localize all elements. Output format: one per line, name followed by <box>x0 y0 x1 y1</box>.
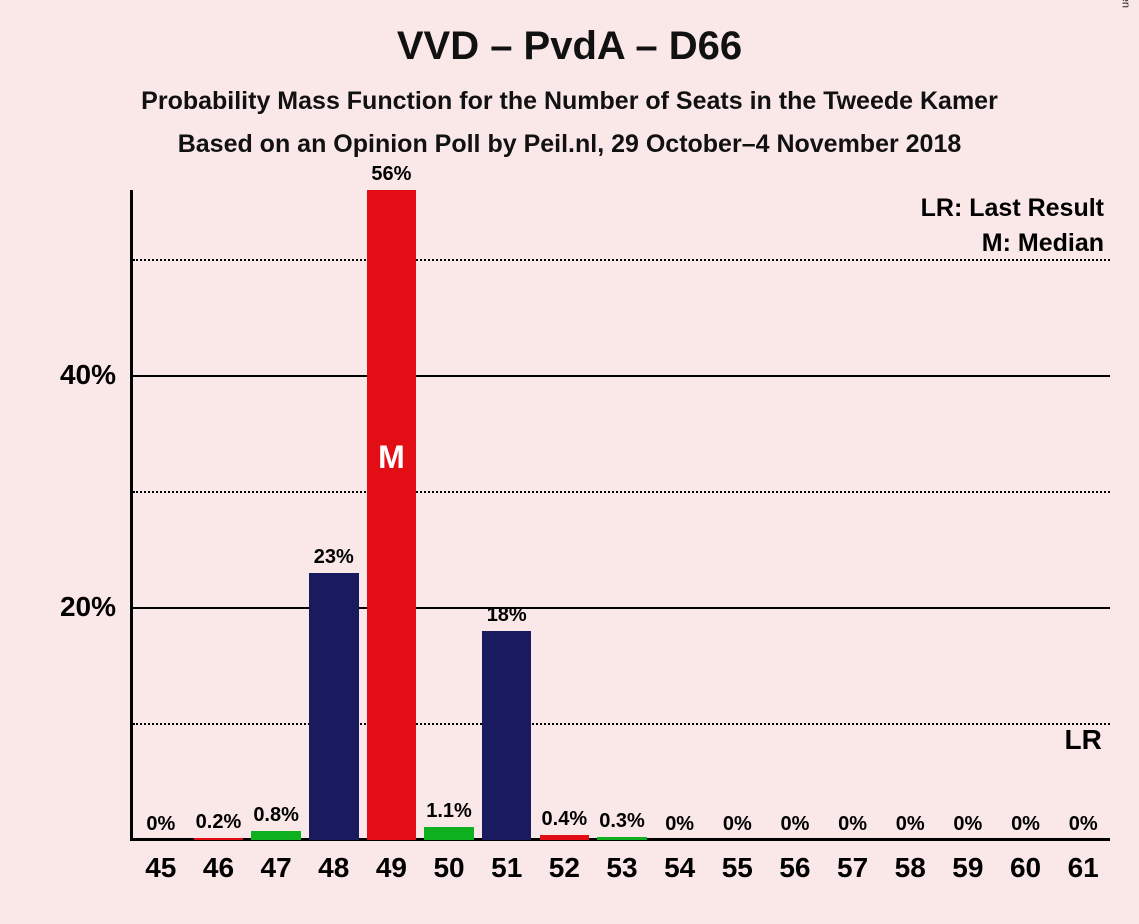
x-tick-label: 57 <box>825 852 881 884</box>
copyright-text: © 2020 Filip van Laenen <box>1119 0 1131 8</box>
gridline-major <box>130 607 1110 609</box>
bar <box>194 838 244 840</box>
gridline-major <box>130 375 1110 377</box>
bar-value-label: 0% <box>938 813 998 836</box>
gridline-minor <box>133 723 1110 725</box>
bar-value-label: 0% <box>707 813 767 836</box>
x-tick-label: 50 <box>421 852 477 884</box>
x-tick-label: 54 <box>652 852 708 884</box>
x-tick-label: 46 <box>190 852 246 884</box>
x-tick-label: 52 <box>536 852 592 884</box>
x-tick-label: 61 <box>1055 852 1111 884</box>
x-tick-label: 56 <box>767 852 823 884</box>
y-tick-label: 20% <box>16 591 116 623</box>
bar-value-label: 0.4% <box>534 808 594 831</box>
bar-value-label: 1.1% <box>419 800 479 823</box>
y-axis <box>130 190 133 840</box>
bar-value-label: 0% <box>765 813 825 836</box>
x-tick-label: 49 <box>363 852 419 884</box>
legend-line-lr: LR: Last Result <box>921 194 1104 223</box>
bar <box>597 837 647 840</box>
bar <box>251 831 301 840</box>
bar-value-label: 0% <box>880 813 940 836</box>
bar-value-label: 0% <box>131 813 191 836</box>
bar <box>367 190 417 840</box>
chart-subtitle-2: Based on an Opinion Poll by Peil.nl, 29 … <box>0 130 1139 159</box>
chart-title: VVD – PvdA – D66 <box>0 0 1139 69</box>
bar-value-label: 56% <box>361 163 421 186</box>
gridline-minor <box>133 491 1110 493</box>
x-tick-label: 55 <box>709 852 765 884</box>
gridline-minor <box>133 259 1110 261</box>
bar-value-label: 23% <box>304 546 364 569</box>
bar-value-label: 0.3% <box>592 810 652 833</box>
bar <box>309 573 359 840</box>
bar-value-label: 0% <box>650 813 710 836</box>
bar <box>540 835 590 840</box>
last-result-marker: LR <box>1059 724 1107 756</box>
legend-line-median: M: Median <box>982 229 1104 258</box>
bar-value-label: 18% <box>477 604 537 627</box>
bar-value-label: 0% <box>823 813 883 836</box>
bar-value-label: 0.8% <box>246 804 306 827</box>
bar-value-label: 0% <box>1053 813 1113 836</box>
bar <box>424 827 474 840</box>
bar-chart: 20%40%0%450.2%460.8%4723%4856%491.1%5018… <box>130 190 1110 840</box>
x-tick-label: 59 <box>940 852 996 884</box>
x-tick-label: 58 <box>882 852 938 884</box>
bar-value-label: 0.2% <box>188 811 248 834</box>
bar-value-label: 0% <box>996 813 1056 836</box>
x-tick-label: 53 <box>594 852 650 884</box>
median-marker: M <box>375 439 407 476</box>
chart-subtitle-1: Probability Mass Function for the Number… <box>0 87 1139 116</box>
x-tick-label: 60 <box>998 852 1054 884</box>
bar <box>482 631 532 840</box>
x-tick-label: 45 <box>133 852 189 884</box>
y-tick-label: 40% <box>16 359 116 391</box>
x-tick-label: 48 <box>306 852 362 884</box>
x-tick-label: 47 <box>248 852 304 884</box>
x-tick-label: 51 <box>479 852 535 884</box>
